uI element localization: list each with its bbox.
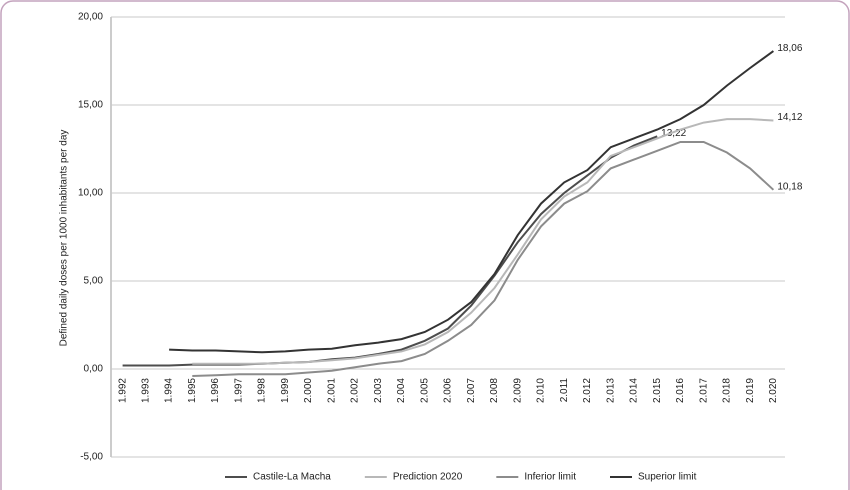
x-tick-label: 2.002 [350,378,361,403]
series-line [169,50,774,354]
x-tick-label: 2.015 [652,378,663,403]
y-tick-label: 5,00 [84,276,104,287]
x-tick-label: 2.004 [396,378,407,403]
y-tick-label: 20,00 [78,12,103,23]
x-tick-label: 1.999 [280,378,291,403]
x-tick-label: 1.995 [187,378,198,403]
series-line [192,141,775,377]
x-tick-label: 2.007 [466,378,477,403]
value-label: 14,12 [777,112,802,123]
x-tick-label: 1.994 [164,378,175,403]
y-tick-label: 0,00 [84,364,104,375]
x-tick-label: 2.018 [722,378,733,403]
value-label: 10,18 [777,181,802,192]
x-tick-label: 2.019 [745,378,756,403]
x-tick-label: 2.009 [512,378,523,403]
y-tick-label: 10,00 [78,188,103,199]
legend-label: Superior limit [638,472,697,483]
x-tick-label: 2.001 [326,378,337,403]
x-tick-label: 1.996 [210,378,221,403]
x-tick-label: 2.017 [698,378,709,403]
x-tick-label: 2.016 [675,378,686,403]
x-tick-label: 2.003 [373,378,384,403]
x-tick-label: 2.010 [536,378,547,403]
legend-label: Castile-La Macha [253,472,331,483]
y-axis-label: Defined daily doses per 1000 inhabitants… [59,130,70,347]
y-tick-label: -5,00 [80,452,103,463]
x-tick-label: 2.011 [559,378,570,403]
x-tick-label: 1.998 [257,378,268,403]
series-line [122,135,658,367]
x-tick-label: 2.008 [489,378,500,403]
x-tick-label: 1.993 [141,378,152,403]
y-tick-label: 15,00 [78,100,103,111]
series-line [192,118,774,365]
x-tick-label: 2.006 [443,378,454,403]
legend-label: Prediction 2020 [393,472,463,483]
value-label: 18,06 [777,43,802,54]
x-tick-label: 2.012 [582,378,593,403]
x-tick-label: 1.997 [233,378,244,403]
x-tick-label: 2.005 [419,378,430,403]
x-tick-label: 2.013 [605,378,616,403]
x-tick-label: 2.020 [768,378,779,403]
value-label: 13,22 [661,128,686,139]
x-tick-label: 2.014 [629,378,640,403]
x-tick-label: 1.992 [117,378,128,403]
legend-label: Inferior limit [524,472,576,483]
x-tick-label: 2.000 [303,378,314,403]
